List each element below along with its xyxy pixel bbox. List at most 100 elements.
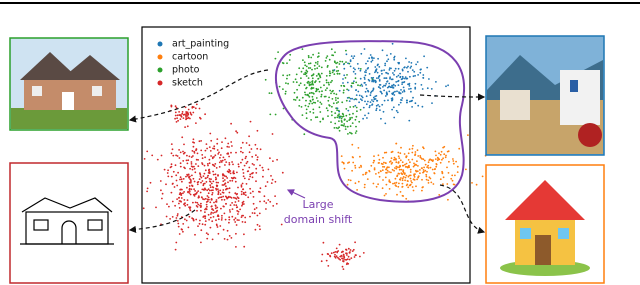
- point: [221, 141, 223, 144]
- point: [182, 178, 185, 180]
- point: [160, 154, 163, 157]
- point: [355, 89, 357, 91]
- point: [338, 63, 341, 65]
- point: [334, 51, 336, 54]
- point: [384, 84, 387, 87]
- point: [383, 69, 385, 71]
- point: [179, 165, 182, 168]
- point: [305, 112, 308, 115]
- point: [256, 129, 259, 132]
- point: [278, 85, 281, 88]
- point: [338, 243, 341, 246]
- point: [370, 60, 373, 63]
- point: [367, 100, 369, 103]
- point: [334, 122, 337, 125]
- point: [146, 190, 149, 193]
- point: [334, 97, 337, 99]
- point: [347, 62, 349, 65]
- point: [330, 121, 332, 123]
- point: [168, 205, 170, 208]
- point: [346, 120, 348, 123]
- point: [200, 229, 203, 232]
- point: [216, 206, 219, 209]
- point: [186, 162, 189, 165]
- point: [335, 93, 338, 96]
- point: [308, 83, 311, 85]
- point: [395, 75, 398, 78]
- point: [190, 113, 193, 116]
- point: [353, 98, 356, 101]
- point: [235, 204, 238, 207]
- point: [215, 210, 218, 213]
- point: [213, 201, 215, 204]
- point: [227, 142, 230, 145]
- point: [433, 172, 436, 175]
- point: [400, 78, 403, 81]
- point: [402, 164, 405, 167]
- point: [282, 74, 284, 77]
- point: [221, 198, 223, 201]
- arrow: [128, 69, 269, 123]
- point: [188, 155, 191, 158]
- point: [341, 101, 344, 104]
- point: [426, 87, 429, 90]
- point: [211, 220, 214, 223]
- point: [309, 99, 312, 102]
- point: [229, 196, 232, 199]
- point: [398, 103, 400, 106]
- point: [411, 106, 413, 108]
- point: [231, 161, 234, 163]
- point: [202, 175, 205, 178]
- point: [334, 251, 337, 253]
- point: [315, 80, 317, 82]
- point: [388, 180, 391, 183]
- point: [177, 171, 180, 174]
- point: [393, 169, 395, 172]
- point: [399, 92, 401, 94]
- point: [386, 169, 389, 172]
- point: [359, 84, 362, 87]
- point: [230, 122, 233, 125]
- point: [242, 192, 245, 195]
- annotation-arrow: [286, 189, 306, 199]
- point: [340, 120, 343, 122]
- point: [230, 151, 232, 154]
- point: [452, 162, 455, 165]
- point: [361, 85, 364, 87]
- point: [388, 67, 391, 69]
- point: [324, 89, 327, 91]
- point: [264, 78, 267, 81]
- point: [231, 208, 234, 211]
- point: [388, 188, 391, 190]
- point: [211, 193, 214, 196]
- point: [176, 220, 179, 222]
- point: [401, 91, 404, 93]
- point: [199, 191, 202, 194]
- point: [373, 168, 376, 171]
- point: [401, 182, 404, 185]
- point: [328, 96, 330, 99]
- point: [349, 65, 352, 68]
- point: [149, 181, 152, 184]
- point: [422, 158, 425, 161]
- point: [192, 111, 195, 114]
- point: [195, 163, 197, 165]
- point: [177, 119, 180, 122]
- point: [416, 61, 419, 63]
- point: [327, 115, 329, 117]
- point: [356, 63, 359, 65]
- point: [303, 61, 306, 64]
- point: [422, 74, 425, 76]
- point: [324, 60, 327, 62]
- point: [383, 151, 386, 154]
- point: [307, 80, 310, 83]
- point: [259, 191, 261, 193]
- point: [219, 156, 221, 159]
- point: [204, 197, 207, 200]
- point: [183, 203, 185, 206]
- point: [179, 178, 181, 181]
- point: [363, 82, 366, 84]
- building: [560, 70, 600, 125]
- point: [265, 208, 267, 210]
- point: [366, 117, 368, 119]
